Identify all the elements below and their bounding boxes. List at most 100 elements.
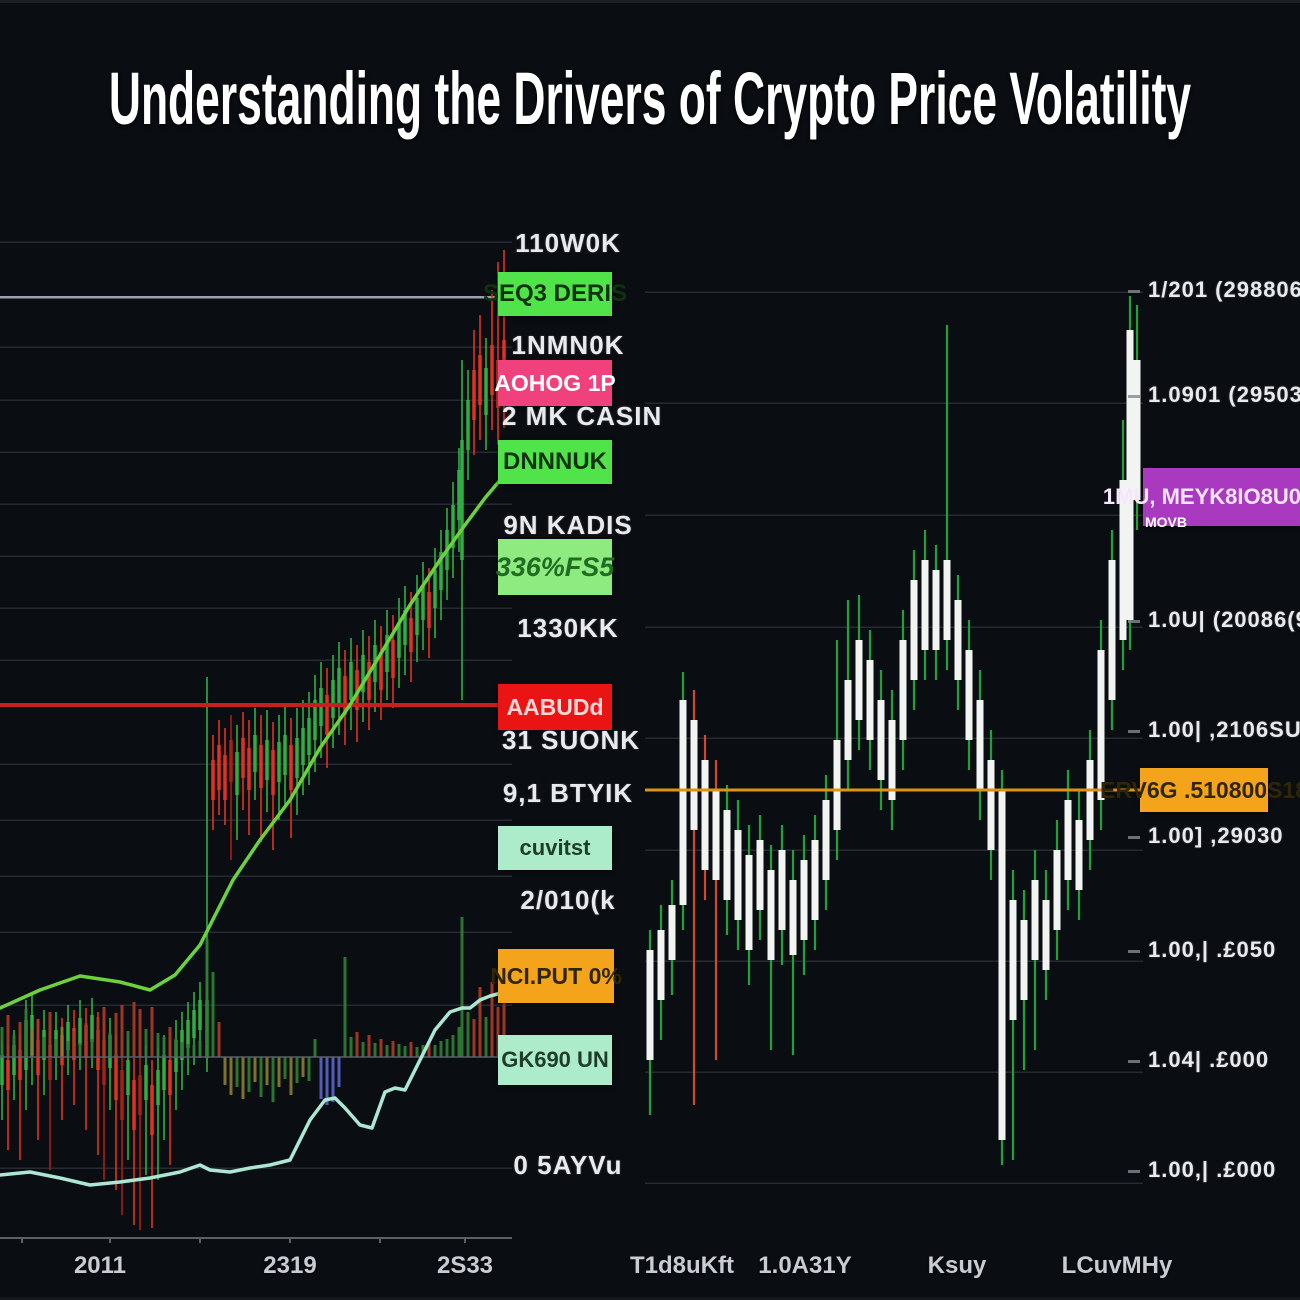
- price-scale-tick: [1128, 836, 1140, 839]
- candle: [756, 815, 764, 940]
- candle: [259, 715, 263, 842]
- red-badge: AABUDd: [498, 684, 612, 730]
- volume-bar: [439, 1041, 443, 1057]
- candle: [466, 370, 470, 480]
- lightgreen-badge: 336%FS5: [496, 539, 614, 595]
- volume-bar: [478, 987, 482, 1057]
- candle: [712, 760, 720, 1060]
- volume-bar: [36, 1019, 40, 1057]
- volume-group: [0, 917, 506, 1105]
- price-label: 9N KADIS: [503, 510, 633, 541]
- volume-bar: [150, 1007, 154, 1057]
- candle: [954, 575, 962, 710]
- volume-bar: [144, 1029, 148, 1057]
- price-scale-tick: [1128, 1170, 1140, 1173]
- volume-bar: [229, 1057, 233, 1095]
- volume-bar: [156, 1033, 160, 1057]
- volume-bar: [6, 1015, 10, 1057]
- purple-badge: 1MU, MEYK8IO8U0UK) MOVB: [1103, 468, 1300, 530]
- volume-bar: [198, 1041, 202, 1057]
- candle: [921, 530, 929, 680]
- x-axis-label: 2319: [263, 1252, 317, 1279]
- candles-group: [646, 296, 1141, 1165]
- volume-bar: [409, 1042, 413, 1057]
- candle: [1031, 850, 1039, 1050]
- volume-bar: [397, 1044, 401, 1057]
- candle: [976, 670, 984, 820]
- volume-bar: [277, 1057, 281, 1087]
- candle: [211, 735, 215, 830]
- candle: [1042, 870, 1050, 1000]
- candle: [789, 850, 797, 1055]
- candle: [331, 655, 335, 748]
- candle: [701, 735, 709, 900]
- price-label: 1NMN0K: [511, 330, 625, 361]
- candle: [965, 620, 973, 770]
- volume-bar: [415, 1047, 419, 1057]
- candle: [451, 482, 455, 578]
- candle: [283, 705, 287, 805]
- volume-bar: [24, 1009, 28, 1057]
- volume-bar: [90, 1039, 94, 1057]
- candle: [168, 1040, 172, 1165]
- volume-bar: [205, 939, 209, 1057]
- candle: [247, 720, 251, 835]
- price-label: 9,1 BTYIK: [502, 778, 634, 809]
- candle: [998, 770, 1006, 1165]
- volume-bar: [337, 1057, 341, 1087]
- candle: [657, 905, 665, 1040]
- candle: [132, 1058, 136, 1225]
- candle: [421, 562, 425, 650]
- candle: [1119, 420, 1127, 670]
- badge-label: cuvitst: [519, 835, 591, 860]
- candle: [1009, 870, 1017, 1160]
- x-axis-label: Ksuy: [927, 1252, 987, 1279]
- candle: [1133, 305, 1141, 530]
- candle: [1075, 790, 1083, 920]
- right-panel: [645, 291, 1143, 1184]
- candle: [126, 1040, 130, 1160]
- badge-label: AABUDd: [506, 693, 604, 720]
- candle: [1053, 820, 1061, 960]
- candle: [397, 598, 401, 688]
- price-label: 1330KK: [517, 613, 619, 644]
- price-label: 31 SUONK: [502, 725, 641, 756]
- candle: [235, 725, 239, 840]
- badge-label: GK690 UN: [501, 1047, 609, 1072]
- volume-bar: [451, 1035, 455, 1057]
- x-axis-label: 1.0A31Y: [758, 1252, 852, 1279]
- volume-bar: [496, 1007, 500, 1057]
- candle: [265, 710, 269, 812]
- price-label: 110W0K: [515, 228, 621, 259]
- candle: [241, 712, 245, 810]
- candle: [646, 930, 654, 1115]
- volume-bar: [12, 1035, 16, 1057]
- price-label: 1.0901 (29503.8909): [1148, 381, 1300, 407]
- volume-bar: [120, 1005, 124, 1057]
- candle: [271, 722, 275, 850]
- volume-bar: [349, 1037, 353, 1057]
- candle: [723, 785, 731, 935]
- price-scale-tick: [1128, 950, 1140, 953]
- left-panel: [0, 241, 512, 1243]
- candle: [433, 548, 437, 638]
- price-label: 1.00,| .£050: [1148, 936, 1277, 962]
- price-scale-tick: [1128, 730, 1140, 733]
- volume-bar: [54, 1039, 58, 1057]
- volume-bar: [433, 1045, 437, 1057]
- mint-badge: cuvitst: [498, 826, 612, 870]
- volume-bar: [466, 1012, 470, 1057]
- candle: [745, 825, 753, 985]
- candle: [439, 530, 443, 620]
- volume-bar: [211, 972, 215, 1057]
- price-scale-tick: [1128, 290, 1140, 293]
- volume-bar: [259, 1057, 263, 1097]
- volume-bar: [168, 1027, 172, 1057]
- volume-bar: [102, 1007, 106, 1057]
- candle: [325, 668, 329, 768]
- volume-bar: [96, 1017, 100, 1057]
- volume-bar: [72, 1031, 76, 1057]
- candle: [1108, 530, 1116, 730]
- volume-bar: [42, 1037, 46, 1057]
- candle: [223, 728, 227, 825]
